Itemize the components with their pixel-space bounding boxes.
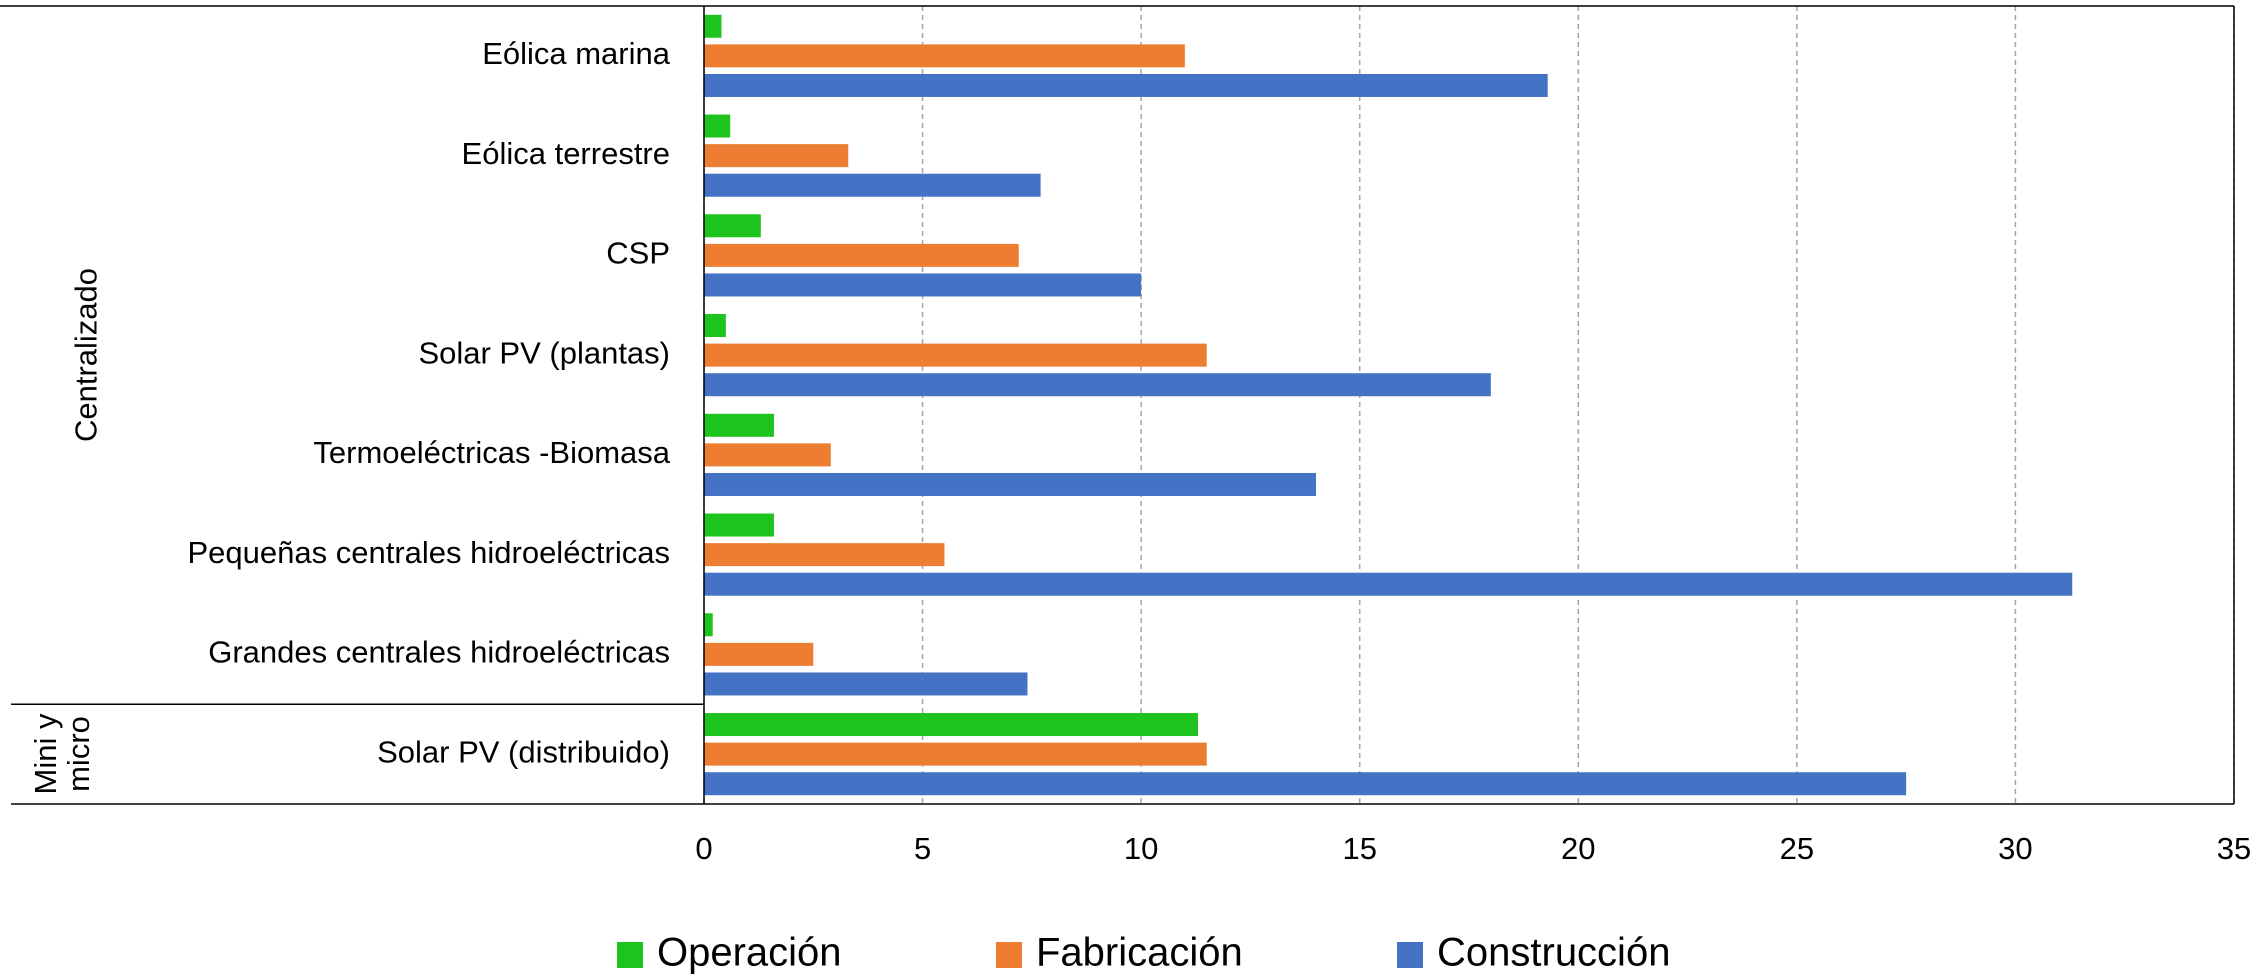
- y-tick-label: CSP: [606, 236, 670, 271]
- bar: [704, 314, 726, 338]
- bar: [704, 672, 1028, 696]
- legend-swatch: [617, 942, 643, 968]
- y-tick-label: Solar PV (plantas): [418, 335, 670, 370]
- x-tick-label: 10: [1124, 831, 1158, 866]
- bar: [704, 243, 1019, 267]
- bar: [704, 642, 814, 666]
- bar: [704, 443, 831, 467]
- legend-swatch: [996, 942, 1022, 968]
- bar: [704, 144, 849, 168]
- bar: [704, 114, 731, 138]
- bar: [704, 273, 1142, 297]
- bar: [704, 373, 1491, 397]
- y-tick-label: Grandes centrales hidroeléctricas: [208, 635, 670, 670]
- y-tick-label: Eólica marina: [482, 36, 671, 71]
- legend-label: Operación: [657, 931, 842, 975]
- x-tick-label: 25: [1780, 831, 1814, 866]
- bar: [704, 772, 1907, 796]
- x-tick-label: 15: [1342, 831, 1376, 866]
- legend-swatch: [1397, 942, 1423, 968]
- bar: [704, 73, 1548, 97]
- bar: [704, 713, 1198, 737]
- group-label: Centralizado: [68, 268, 104, 443]
- bar: [704, 513, 774, 537]
- x-tick-label: 35: [2217, 831, 2251, 866]
- x-tick-label: 5: [914, 831, 931, 866]
- group-label: Mini y micro: [28, 713, 96, 795]
- bar: [704, 173, 1041, 197]
- bar: [704, 14, 722, 38]
- bar: [704, 44, 1185, 68]
- y-tick-label: Eólica terrestre: [462, 136, 670, 171]
- x-tick-label: 30: [1998, 831, 2032, 866]
- y-tick-label: Termoeléctricas -Biomasa: [313, 435, 670, 470]
- bar: [704, 613, 713, 637]
- bar: [704, 472, 1316, 496]
- bar: [704, 413, 774, 437]
- y-tick-label: Solar PV (distribuido): [377, 734, 670, 769]
- bar: [704, 214, 761, 238]
- y-tick-label: Pequeñas centrales hidroeléctricas: [188, 535, 671, 570]
- legend-label: Fabricación: [1036, 931, 1243, 975]
- x-tick-label: 0: [695, 831, 712, 866]
- legend-label: Construcción: [1437, 931, 1670, 975]
- bar: [704, 543, 945, 567]
- bar: [704, 343, 1207, 367]
- bar: [704, 742, 1207, 766]
- bar: [704, 572, 2073, 596]
- x-tick-label: 20: [1561, 831, 1595, 866]
